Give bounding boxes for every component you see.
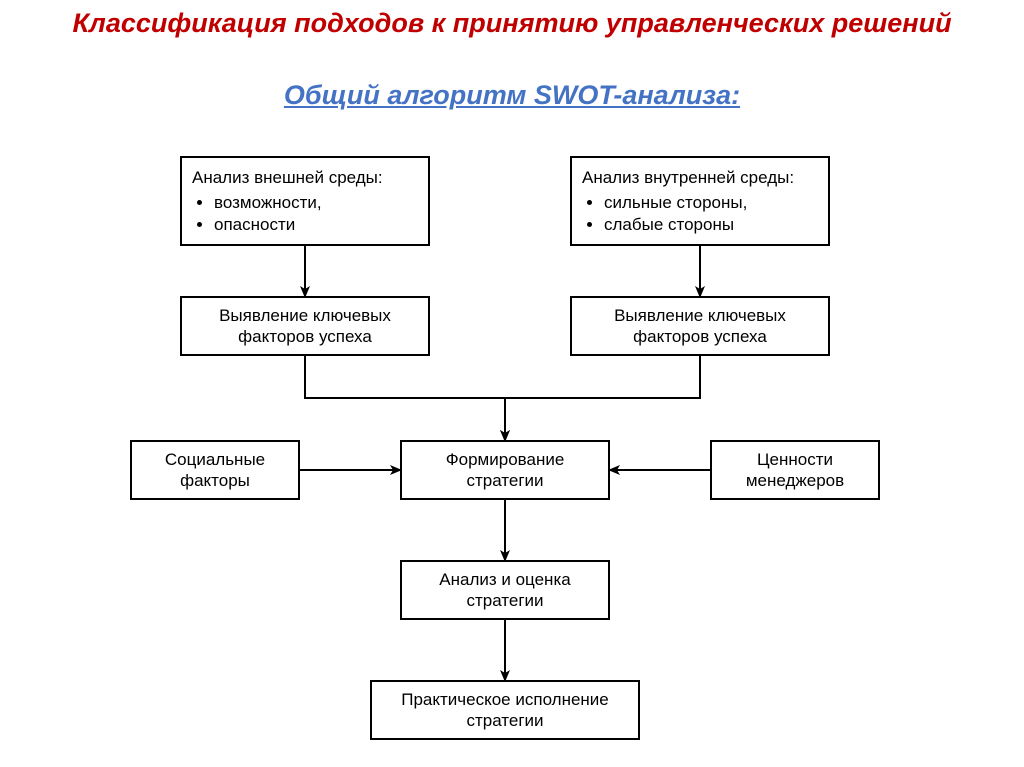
node-eval: Анализ и оценка стратегии xyxy=(400,560,610,620)
edges-layer xyxy=(0,0,1024,767)
bullet-item: сильные стороны, xyxy=(604,192,818,213)
node-impl-label: Практическое исполнение стратегии xyxy=(382,689,628,732)
node-ext-bullets: возможности,опасности xyxy=(192,192,418,235)
node-impl: Практическое исполнение стратегии xyxy=(370,680,640,740)
node-kf_l: Выявление ключевых факторов успеха xyxy=(180,296,430,356)
edge xyxy=(505,356,700,440)
page-title: Классификация подходов к принятию управл… xyxy=(0,8,1024,39)
edge xyxy=(305,356,505,440)
node-ext-heading: Анализ внешней среды: xyxy=(192,167,418,188)
node-soc: Социальные факторы xyxy=(130,440,300,500)
node-eval-label: Анализ и оценка стратегии xyxy=(412,569,598,612)
bullet-item: опасности xyxy=(214,214,418,235)
node-val-label: Ценности менеджеров xyxy=(722,449,868,492)
node-strat: Формирование стратегии xyxy=(400,440,610,500)
bullet-item: слабые стороны xyxy=(604,214,818,235)
node-ext: Анализ внешней среды: возможности,опаснос… xyxy=(180,156,430,246)
node-soc-label: Социальные факторы xyxy=(142,449,288,492)
page-subtitle: Общий алгоритм SWOT-анализа: xyxy=(0,80,1024,111)
diagram-stage: Классификация подходов к принятию управл… xyxy=(0,0,1024,767)
node-kf_r: Выявление ключевых факторов успеха xyxy=(570,296,830,356)
node-int-heading: Анализ внутренней среды: xyxy=(582,167,818,188)
node-int: Анализ внутренней среды: сильные стороны,… xyxy=(570,156,830,246)
node-val: Ценности менеджеров xyxy=(710,440,880,500)
node-int-bullets: сильные стороны,слабые стороны xyxy=(582,192,818,235)
node-kf_r-label: Выявление ключевых факторов успеха xyxy=(582,305,818,348)
node-strat-label: Формирование стратегии xyxy=(412,449,598,492)
node-kf_l-label: Выявление ключевых факторов успеха xyxy=(192,305,418,348)
bullet-item: возможности, xyxy=(214,192,418,213)
